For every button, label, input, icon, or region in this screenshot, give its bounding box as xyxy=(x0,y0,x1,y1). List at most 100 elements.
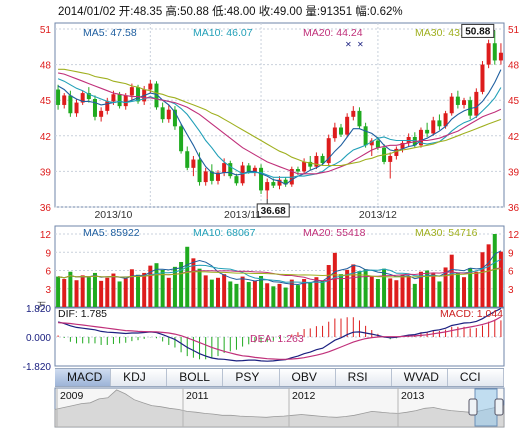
volume-bar xyxy=(136,274,141,307)
volume-bar xyxy=(234,283,239,307)
candle-body xyxy=(302,161,307,172)
candle-body xyxy=(185,151,190,168)
volume-bar xyxy=(345,269,350,307)
range-window xyxy=(474,388,498,427)
candle-body xyxy=(123,95,128,107)
candle-body xyxy=(498,52,503,61)
price-legend-entry: MA5: 47.58 xyxy=(83,27,137,39)
tab-kdj[interactable]: KDJ xyxy=(111,369,168,386)
candle-body xyxy=(203,171,208,183)
tab-macd[interactable]: MACD xyxy=(55,369,112,386)
candle-body xyxy=(388,155,393,162)
price-ytick-right: 42 xyxy=(508,132,520,143)
range-left-handle-icon[interactable] xyxy=(468,398,478,416)
volume-bar xyxy=(437,281,442,307)
volume-bar xyxy=(203,275,208,307)
volume-bar xyxy=(129,269,134,307)
volume-bar xyxy=(289,279,294,307)
candle-body xyxy=(252,167,257,172)
volume-legend-entry: MA30: 54716 xyxy=(415,227,478,239)
volume-bar xyxy=(382,268,387,307)
volume-ytick-right: 6 xyxy=(508,267,514,278)
price-ma-line-ma5 xyxy=(57,69,502,186)
low-annotation-box xyxy=(256,203,290,218)
volume-bar xyxy=(363,269,368,307)
volume-bar xyxy=(339,274,344,307)
candle-body xyxy=(197,159,202,183)
volume-bar xyxy=(468,268,473,307)
price-ytick-right: 48 xyxy=(508,61,520,72)
candle-body xyxy=(474,91,479,116)
volume-ytick-right: 3 xyxy=(508,285,514,296)
candle-body xyxy=(320,155,325,164)
candle-body xyxy=(68,95,73,114)
candle-body xyxy=(222,163,227,173)
volume-bar xyxy=(228,281,233,307)
volume-bar xyxy=(443,267,448,307)
candle-body xyxy=(308,161,313,167)
volume-bar xyxy=(412,283,417,307)
candle-body xyxy=(129,87,134,96)
tab-wvad[interactable]: WVAD xyxy=(392,369,448,386)
volume-bar xyxy=(332,252,337,307)
volume-bar xyxy=(117,281,122,307)
volume-bar xyxy=(105,277,110,307)
candle-body xyxy=(80,93,85,103)
indicator-tabs: MACD KDJ BOLL PSY OBV RSI WVAD CCI xyxy=(55,368,504,387)
volume-bar xyxy=(320,280,325,307)
volume-bar xyxy=(252,280,257,307)
candle-body xyxy=(480,64,485,92)
volume-bar xyxy=(480,252,485,307)
range-overview[interactable]: 2009 2011 2012 2013 xyxy=(54,387,505,428)
tab-psy[interactable]: PSY xyxy=(223,369,280,386)
candle-body xyxy=(111,94,116,102)
candle-body xyxy=(492,43,497,61)
high-annotation-label: 50.88 xyxy=(465,26,490,37)
volume-ytick-left: 3 xyxy=(45,285,51,296)
candle-body xyxy=(56,89,61,105)
candle-body xyxy=(486,43,491,65)
volume-bar xyxy=(99,280,104,307)
candle-body xyxy=(228,163,233,177)
volume-bar xyxy=(302,279,307,307)
candle-body xyxy=(179,126,184,152)
price-ytick-left: 45 xyxy=(40,96,52,107)
price-ytick-left: 51 xyxy=(40,25,52,36)
volume-bar xyxy=(240,276,245,307)
overview-xtick: 2012 xyxy=(292,390,316,402)
candle-body xyxy=(345,116,350,135)
volume-bar xyxy=(283,287,288,307)
volume-bar xyxy=(314,277,319,307)
tab-boll[interactable]: BOLL xyxy=(167,369,224,386)
volume-ytick-right: 12 xyxy=(508,230,520,241)
candle-body xyxy=(363,126,368,146)
macd-legend-dea: DEA: 1.263 xyxy=(250,333,304,345)
volume-bar xyxy=(215,277,220,307)
candle-body xyxy=(283,179,288,185)
candle-body xyxy=(449,96,454,114)
overview-xtick: 2013 xyxy=(401,390,425,402)
volume-ytick-left: 6 xyxy=(45,267,51,278)
volume-bar xyxy=(179,261,184,307)
candle-body xyxy=(455,96,460,105)
volume-bar xyxy=(123,278,128,307)
price-ma-line-ma30 xyxy=(58,68,502,167)
candle-body xyxy=(191,159,196,168)
candle-body xyxy=(271,182,276,186)
tab-obv[interactable]: OBV xyxy=(280,369,336,386)
volume-bar xyxy=(431,273,436,307)
candle-body xyxy=(209,171,214,181)
volume-bar xyxy=(351,264,356,307)
candle-body xyxy=(154,83,159,108)
candle-body xyxy=(295,169,300,172)
price-ytick-left: 36 xyxy=(40,203,52,214)
range-right-handle-icon[interactable] xyxy=(494,398,504,416)
tab-rsi[interactable]: RSI xyxy=(336,369,392,386)
volume-ma-line xyxy=(58,268,501,279)
price-ma-line-ma10 xyxy=(57,78,502,178)
tab-cci[interactable]: CCI xyxy=(448,369,504,386)
volume-bar xyxy=(418,271,423,307)
candle-body xyxy=(339,127,344,135)
candle-body xyxy=(86,93,91,100)
volume-bar xyxy=(449,254,454,307)
